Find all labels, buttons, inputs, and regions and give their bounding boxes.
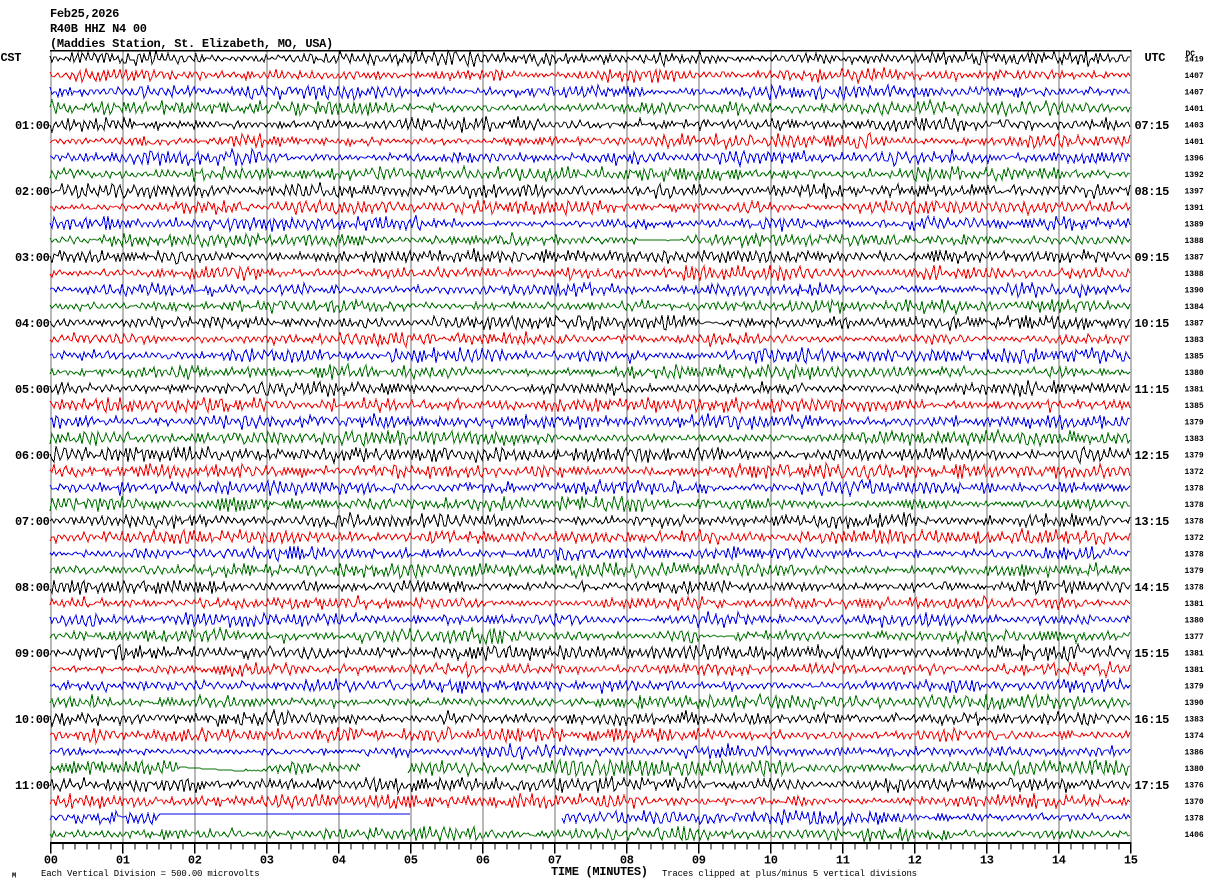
- svg-text:1396: 1396: [1185, 155, 1204, 164]
- svg-text:08: 08: [620, 854, 634, 868]
- svg-text:1388: 1388: [1185, 270, 1204, 279]
- svg-text:13: 13: [980, 854, 994, 868]
- svg-text:1380: 1380: [1185, 765, 1204, 774]
- svg-text:14:15: 14:15: [1135, 581, 1170, 595]
- svg-text:1401: 1401: [1185, 105, 1204, 114]
- svg-text:Each Vertical Division = 500.: Each Vertical Division = 500.00 microvol…: [41, 869, 259, 879]
- svg-text:DC: DC: [1186, 50, 1196, 59]
- svg-text:05: 05: [404, 854, 418, 868]
- svg-text:1388: 1388: [1185, 237, 1204, 246]
- svg-text:07:15: 07:15: [1135, 119, 1170, 133]
- svg-text:11:00: 11:00: [15, 779, 50, 793]
- svg-text:05:00: 05:00: [15, 383, 50, 397]
- svg-text:1381: 1381: [1185, 600, 1204, 609]
- svg-text:1379: 1379: [1185, 419, 1204, 428]
- svg-text:1392: 1392: [1185, 171, 1204, 180]
- svg-text:01:00: 01:00: [15, 119, 50, 133]
- svg-text:04:00: 04:00: [15, 317, 50, 331]
- svg-text:1378: 1378: [1185, 501, 1204, 510]
- svg-text:M: M: [12, 873, 16, 881]
- svg-text:03: 03: [260, 854, 274, 868]
- svg-text:1381: 1381: [1185, 386, 1204, 395]
- svg-text:12: 12: [908, 854, 922, 868]
- svg-text:17:15: 17:15: [1135, 779, 1170, 793]
- svg-text:UTC: UTC: [1145, 51, 1166, 65]
- svg-text:1379: 1379: [1185, 683, 1204, 692]
- svg-text:1372: 1372: [1185, 468, 1204, 477]
- svg-text:1407: 1407: [1185, 72, 1204, 81]
- svg-text:1384: 1384: [1185, 303, 1204, 312]
- svg-text:CST: CST: [1, 51, 22, 65]
- svg-text:06:00: 06:00: [15, 449, 50, 463]
- svg-text:1372: 1372: [1185, 534, 1204, 543]
- svg-text:1391: 1391: [1185, 204, 1204, 213]
- svg-text:Traces clipped at plus/minus 5: Traces clipped at plus/minus 5 vertical …: [662, 869, 917, 879]
- svg-text:1378: 1378: [1185, 815, 1204, 824]
- svg-text:1389: 1389: [1185, 221, 1204, 230]
- svg-text:1381: 1381: [1185, 650, 1204, 659]
- svg-text:14: 14: [1052, 854, 1066, 868]
- svg-text:1380: 1380: [1185, 617, 1204, 626]
- svg-text:1385: 1385: [1185, 402, 1204, 411]
- svg-text:R40B HHZ N4 00: R40B HHZ N4 00: [50, 22, 147, 36]
- svg-text:10: 10: [764, 854, 778, 868]
- svg-text:TIME (MINUTES): TIME (MINUTES): [551, 865, 648, 879]
- svg-text:1386: 1386: [1185, 749, 1204, 758]
- svg-text:06: 06: [476, 854, 490, 868]
- svg-text:1383: 1383: [1185, 435, 1204, 444]
- svg-text:10:15: 10:15: [1135, 317, 1170, 331]
- svg-text:1387: 1387: [1185, 320, 1204, 329]
- svg-text:1397: 1397: [1185, 188, 1204, 197]
- svg-text:1381: 1381: [1185, 666, 1204, 675]
- svg-text:1419: 1419: [1185, 56, 1204, 65]
- svg-text:03:00: 03:00: [15, 251, 50, 265]
- svg-text:04: 04: [332, 854, 346, 868]
- svg-text:1379: 1379: [1185, 567, 1204, 576]
- svg-text:1383: 1383: [1185, 336, 1204, 345]
- svg-text:07:00: 07:00: [15, 515, 50, 529]
- svg-text:1403: 1403: [1185, 122, 1204, 131]
- svg-text:1378: 1378: [1185, 584, 1204, 593]
- svg-text:02:00: 02:00: [15, 185, 50, 199]
- svg-text:11:15: 11:15: [1135, 383, 1170, 397]
- svg-text:12:15: 12:15: [1135, 449, 1170, 463]
- svg-text:1406: 1406: [1185, 831, 1204, 840]
- svg-text:15:15: 15:15: [1135, 647, 1170, 661]
- svg-text:1374: 1374: [1185, 732, 1204, 741]
- svg-text:1378: 1378: [1185, 551, 1204, 560]
- svg-text:08:00: 08:00: [15, 581, 50, 595]
- svg-text:1385: 1385: [1185, 353, 1204, 362]
- svg-text:11: 11: [836, 854, 850, 868]
- svg-text:16:15: 16:15: [1135, 713, 1170, 727]
- svg-text:1407: 1407: [1185, 89, 1204, 98]
- svg-text:13:15: 13:15: [1135, 515, 1170, 529]
- svg-text:1370: 1370: [1185, 798, 1204, 807]
- svg-text:1377: 1377: [1185, 633, 1204, 642]
- svg-text:07: 07: [548, 854, 562, 868]
- svg-text:1401: 1401: [1185, 138, 1204, 147]
- svg-text:02: 02: [188, 854, 202, 868]
- svg-text:Feb25,2026: Feb25,2026: [50, 7, 119, 21]
- svg-text:08:15: 08:15: [1135, 185, 1170, 199]
- svg-text:1376: 1376: [1185, 782, 1204, 791]
- svg-text:09: 09: [692, 854, 706, 868]
- svg-text:(Maddies Station, St. Elizabet: (Maddies Station, St. Elizabeth, MO, USA…: [50, 37, 333, 51]
- svg-text:01: 01: [116, 854, 130, 868]
- svg-text:15: 15: [1124, 854, 1138, 868]
- svg-text:1379: 1379: [1185, 452, 1204, 461]
- svg-text:1378: 1378: [1185, 485, 1204, 494]
- svg-text:09:15: 09:15: [1135, 251, 1170, 265]
- svg-text:1380: 1380: [1185, 369, 1204, 378]
- svg-text:10:00: 10:00: [15, 713, 50, 727]
- svg-text:1390: 1390: [1185, 287, 1204, 296]
- svg-text:1378: 1378: [1185, 518, 1204, 527]
- svg-text:09:00: 09:00: [15, 647, 50, 661]
- svg-text:1390: 1390: [1185, 699, 1204, 708]
- svg-text:1383: 1383: [1185, 716, 1204, 725]
- svg-text:00: 00: [44, 854, 58, 868]
- svg-text:1387: 1387: [1185, 254, 1204, 263]
